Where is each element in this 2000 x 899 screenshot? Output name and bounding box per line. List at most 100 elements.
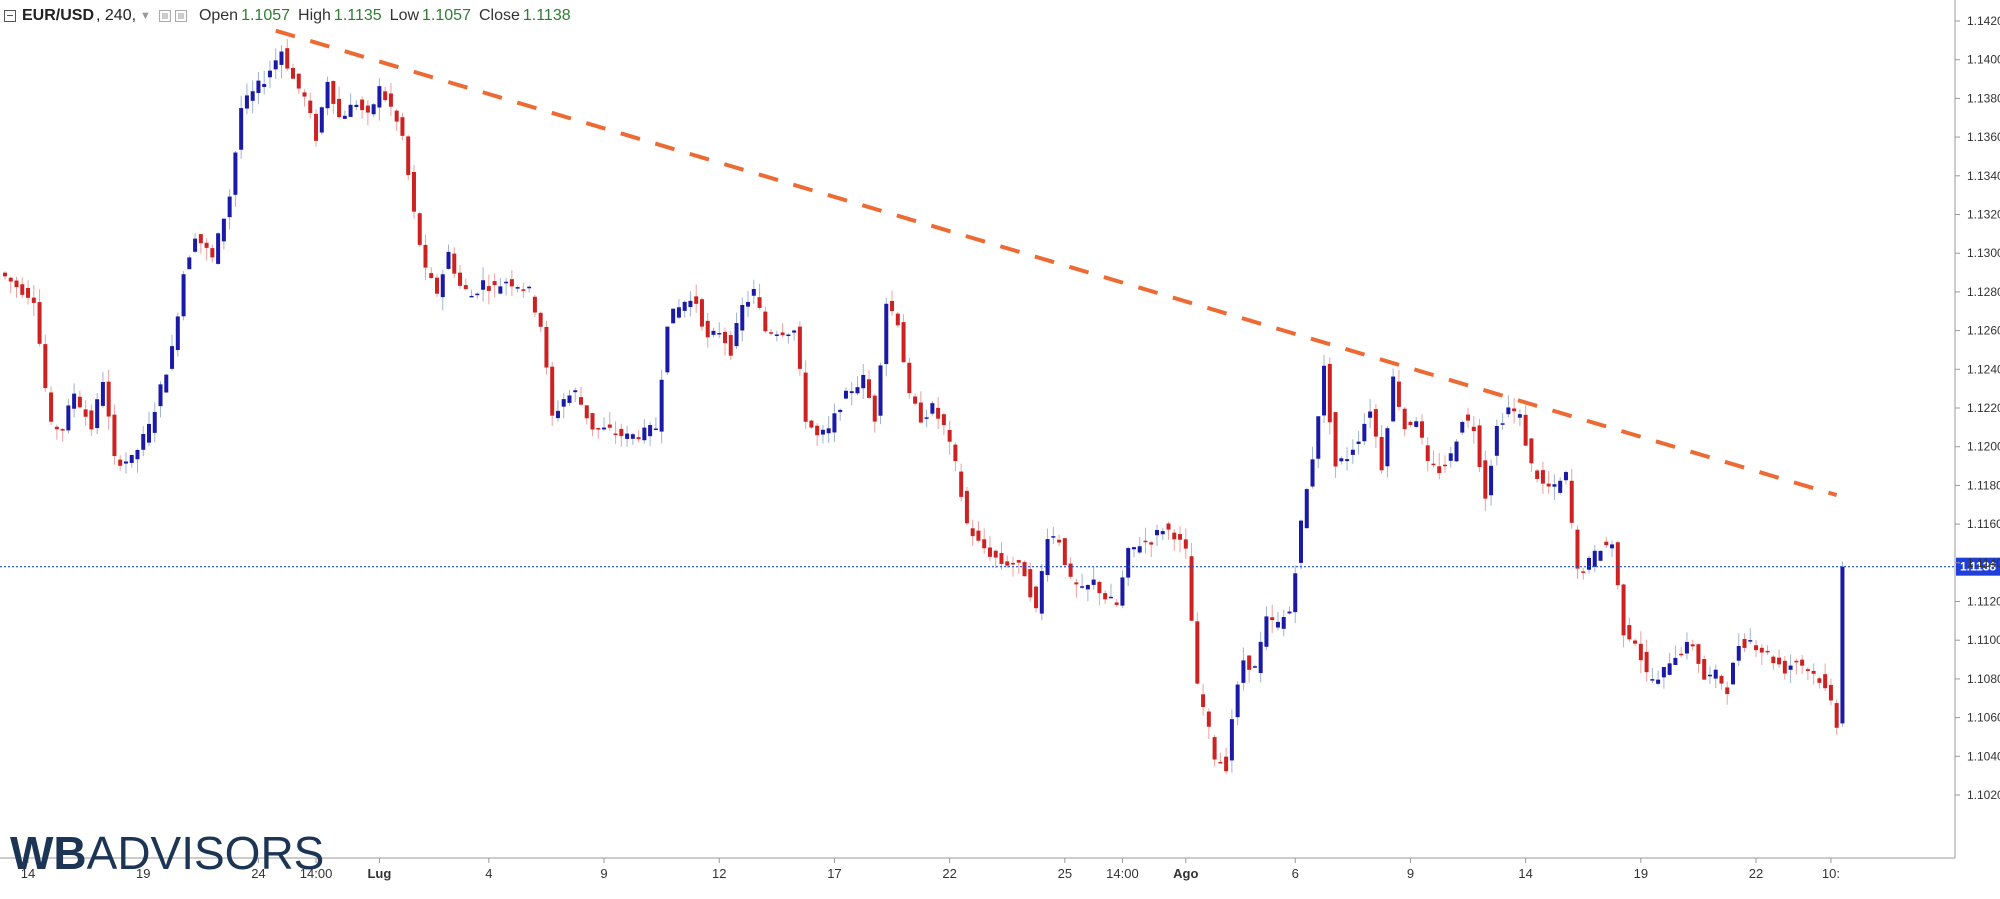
candle: [49, 392, 54, 422]
candle: [579, 397, 583, 405]
candle: [1281, 617, 1286, 629]
chevron-down-icon[interactable]: ▼: [140, 10, 151, 22]
candle: [653, 428, 658, 431]
candle: [458, 272, 463, 286]
candle: [590, 413, 595, 430]
candle: [1034, 586, 1039, 609]
candle: [1742, 639, 1747, 648]
candle: [233, 152, 238, 195]
candle: [786, 334, 791, 337]
candle: [809, 420, 814, 428]
y-tick-label: 1.1100: [1967, 633, 2000, 647]
interval[interactable]: , 240,: [96, 7, 137, 24]
y-tick-label: 1.1360: [1967, 130, 2000, 144]
candle: [1581, 571, 1586, 573]
hide-icon[interactable]: [174, 10, 187, 22]
candle: [1362, 423, 1367, 442]
collapse-icon[interactable]: [4, 10, 16, 22]
candle: [1563, 472, 1568, 481]
candle: [1535, 470, 1540, 479]
candle: [1788, 665, 1793, 670]
y-tick-label: 1.1380: [1967, 91, 2000, 105]
candle: [26, 287, 31, 298]
candle: [1529, 438, 1534, 464]
candle: [72, 393, 77, 409]
candle: [746, 302, 751, 307]
symbol-name[interactable]: EUR/USD: [22, 7, 95, 24]
candle: [492, 281, 497, 286]
close-value: 1.1138: [522, 7, 571, 24]
y-tick-label: 1.1140: [1967, 556, 2000, 570]
candle: [1322, 365, 1327, 416]
x-tick-label: 14:00: [1106, 866, 1139, 881]
candle: [1719, 675, 1724, 684]
candle: [769, 332, 774, 334]
candle: [1172, 532, 1177, 540]
y-tick-label: 1.1040: [1967, 749, 2000, 763]
candle: [1057, 539, 1062, 543]
candle: [625, 433, 630, 439]
candle: [135, 449, 140, 460]
candle: [561, 399, 566, 407]
candle: [699, 299, 704, 327]
candle: [1454, 441, 1459, 462]
candle: [855, 387, 860, 394]
candle: [717, 332, 722, 335]
candle: [613, 433, 618, 436]
candle: [636, 437, 641, 440]
x-tick-label: 17: [827, 866, 841, 881]
candle: [1633, 640, 1638, 644]
candle: [895, 313, 900, 326]
candle: [630, 434, 635, 439]
candle: [913, 396, 918, 404]
candle: [832, 413, 837, 433]
candles-layer: [3, 39, 1845, 775]
candle: [538, 312, 543, 327]
candle: [1391, 376, 1396, 422]
candle: [861, 374, 866, 389]
candle: [947, 429, 952, 442]
settings-icon[interactable]: [158, 10, 171, 22]
candle: [1356, 441, 1361, 445]
candle: [1707, 674, 1712, 677]
candle: [20, 284, 25, 295]
candle: [337, 98, 342, 118]
high-value: 1.1135: [333, 7, 382, 24]
candle: [1143, 540, 1148, 543]
candle: [890, 300, 895, 312]
candle: [400, 117, 405, 136]
candle: [1731, 662, 1735, 685]
candle: [1817, 678, 1822, 683]
candle: [279, 51, 284, 65]
x-tick-label: 9: [600, 866, 607, 881]
candle: [1097, 581, 1102, 594]
candle: [1131, 547, 1136, 550]
candle: [1610, 544, 1615, 549]
candle: [429, 273, 434, 278]
candle: [1443, 464, 1447, 467]
candle: [325, 81, 330, 109]
candle: [797, 326, 802, 369]
candle: [1517, 414, 1522, 418]
candle: [1137, 546, 1142, 553]
candle: [1679, 653, 1684, 656]
candle: [1811, 670, 1816, 674]
candle: [348, 104, 353, 117]
candle: [884, 303, 889, 365]
candle: [1022, 562, 1027, 577]
candle: [1725, 687, 1730, 695]
candle: [1466, 414, 1471, 421]
candle: [452, 253, 457, 274]
candle: [509, 279, 514, 287]
high-label: High: [298, 7, 331, 24]
candle: [77, 396, 82, 408]
candle: [1304, 489, 1309, 529]
candle: [723, 331, 727, 344]
y-tick-label: 1.1120: [1967, 595, 2000, 609]
candle: [60, 429, 65, 431]
candle: [1823, 674, 1828, 689]
candle: [728, 335, 733, 356]
candle: [1494, 425, 1499, 456]
